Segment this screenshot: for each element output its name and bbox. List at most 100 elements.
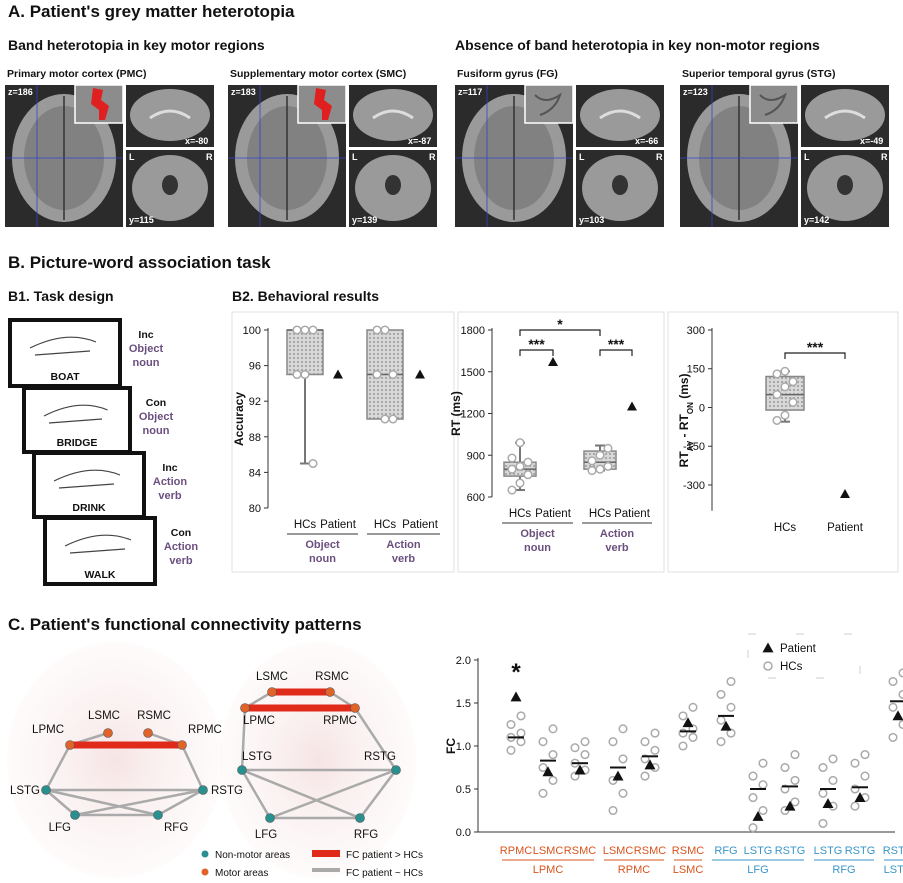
- hc-point: [388, 414, 398, 424]
- node-label: LSMC: [88, 710, 120, 722]
- coordinate: y=115: [129, 215, 154, 225]
- hc-point: [650, 728, 660, 738]
- word-type: Action: [164, 541, 199, 553]
- node: [265, 813, 275, 823]
- card-word: DRINK: [72, 502, 106, 514]
- hc-point: [640, 737, 650, 747]
- hc-point: [716, 715, 726, 725]
- hc-point: [507, 485, 517, 495]
- node: [198, 785, 208, 795]
- y-tick-label: -150: [683, 441, 705, 453]
- subsection-title: B2. Behavioral results: [232, 288, 379, 304]
- node: [143, 728, 153, 738]
- y-tick-label: 0: [699, 402, 705, 414]
- panel-label: Supplementary motor cortex (SMC): [230, 68, 406, 80]
- hc-point: [538, 762, 548, 773]
- group-label: Object: [305, 539, 340, 551]
- orientation: R: [881, 152, 888, 162]
- y-tick-label: 2.0: [456, 655, 471, 667]
- y-axis-label-part: (ms): [677, 373, 691, 402]
- heterotopia: [91, 88, 109, 120]
- panel-label: Superior temporal gyrus (STG): [682, 68, 835, 80]
- ventricle: [612, 175, 628, 195]
- edge: [74, 788, 204, 817]
- hc-point: [772, 390, 782, 400]
- y-tick-label: 92: [249, 396, 261, 408]
- group-label: RFG: [832, 864, 855, 876]
- section-title: C. Patient's functional connectivity pat…: [8, 615, 362, 634]
- y-tick-label: 0.0: [456, 827, 471, 839]
- hc-point: [818, 818, 828, 828]
- edge: [353, 707, 398, 771]
- node-label: RFG: [164, 822, 188, 834]
- hc-point: [515, 438, 525, 448]
- node-label: RFG: [354, 829, 378, 841]
- hc-point: [507, 464, 517, 474]
- legend-label: Non-motor areas: [215, 850, 290, 861]
- section-title: A. Patient's grey matter heterotopia: [8, 2, 295, 21]
- hc-point: [772, 415, 782, 425]
- y-tick-label: 300: [687, 325, 705, 337]
- hc-point: [748, 793, 758, 803]
- x-tick-label: LSTG: [814, 845, 843, 857]
- node: [153, 810, 163, 820]
- hc-point: [587, 466, 597, 476]
- hc-point: [516, 737, 526, 747]
- hc-point: [758, 780, 768, 790]
- y-tick-label: 600: [467, 492, 485, 504]
- hc-point: [595, 450, 605, 460]
- hc-point: [603, 443, 613, 453]
- node: [41, 785, 51, 795]
- annotation: *: [511, 659, 521, 686]
- group-label: noun: [309, 553, 336, 565]
- no-heterotopia: [759, 92, 787, 116]
- hc-point: [516, 711, 526, 721]
- group-label: LSTG: [884, 864, 903, 876]
- hc-point: [898, 719, 903, 730]
- hc-point: [548, 750, 558, 760]
- coordinate: y=139: [352, 215, 377, 225]
- hc-point: [515, 478, 525, 488]
- patient-point: [574, 764, 586, 775]
- legend-symbol: [201, 850, 209, 858]
- y-tick-label: 96: [249, 361, 261, 373]
- patient-point: [720, 720, 732, 731]
- hc-point: [850, 758, 860, 768]
- legend-label: FC patient > HCs: [346, 850, 423, 861]
- y-tick-label: 88: [249, 432, 261, 444]
- y-tick-label: 900: [467, 450, 485, 462]
- y-tick-label: 80: [249, 503, 261, 515]
- edge: [241, 768, 361, 820]
- node: [240, 703, 250, 713]
- hc-point: [772, 369, 782, 379]
- orientation: L: [804, 152, 810, 162]
- node: [267, 687, 277, 697]
- hc-point: [380, 325, 390, 335]
- panel-frame: [457, 311, 665, 573]
- edge: [45, 789, 76, 816]
- hc-point: [380, 414, 390, 424]
- edge: [45, 788, 159, 817]
- legend-label: Patient: [780, 643, 817, 655]
- hc-point: [292, 325, 302, 335]
- hc-point: [688, 702, 698, 712]
- hc-point: [516, 728, 526, 738]
- hc-point: [716, 737, 726, 747]
- y-axis-label-part: - RT: [677, 413, 691, 440]
- ventricle: [837, 175, 853, 195]
- card-word: BOAT: [51, 371, 81, 383]
- hc-point: [790, 797, 800, 807]
- hc-point: [678, 711, 688, 721]
- word-type: Object: [139, 411, 174, 423]
- hc-point: [372, 369, 382, 380]
- hc-point: [580, 737, 590, 747]
- hc-point: [618, 788, 628, 798]
- hc-point: [726, 702, 736, 712]
- hc-point: [650, 745, 660, 755]
- x-tick-label: HCs: [774, 522, 797, 534]
- y-tick-label: 1.5: [456, 698, 471, 710]
- heterotopia: [314, 88, 332, 120]
- hc-point: [818, 788, 828, 798]
- node-label: RSMC: [137, 710, 171, 722]
- ventricle: [162, 175, 178, 195]
